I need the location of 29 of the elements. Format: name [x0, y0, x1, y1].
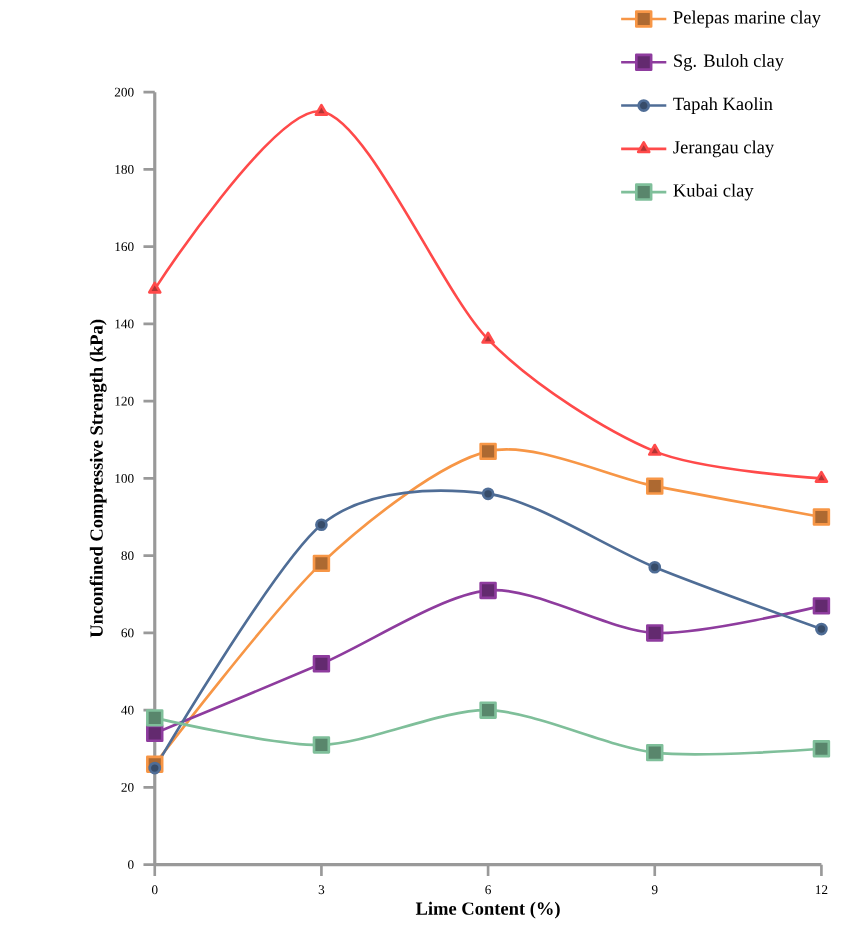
point: [313, 554, 331, 573]
y-axis-title: Unconfined Compressive Strength (kPa): [90, 319, 108, 638]
point: [479, 581, 498, 600]
point: [315, 518, 329, 532]
point: [315, 103, 329, 116]
point: [815, 470, 829, 483]
legend-label: Sg. Buloh clay: [674, 53, 785, 71]
point: [148, 761, 162, 775]
point: [648, 443, 663, 456]
legend-label: Pelepas marine clay: [673, 10, 822, 28]
point: [815, 622, 829, 636]
point: [481, 331, 496, 344]
point: [479, 442, 498, 461]
point: [646, 743, 664, 762]
legend-label: Jerangau clay: [673, 140, 775, 158]
point: [313, 655, 331, 673]
legend-label: Kubai clay: [673, 183, 754, 201]
point: [482, 487, 495, 501]
point: [646, 477, 664, 495]
legend-label: Tapah Kaolin: [673, 97, 774, 114]
point: [813, 740, 831, 758]
point: [313, 736, 331, 754]
point: [479, 701, 498, 719]
point: [648, 560, 662, 574]
point: [146, 709, 164, 727]
point: [646, 624, 664, 642]
point: [813, 508, 831, 526]
point: [813, 597, 831, 615]
x-axis-title: Lime Content (%): [416, 901, 561, 919]
